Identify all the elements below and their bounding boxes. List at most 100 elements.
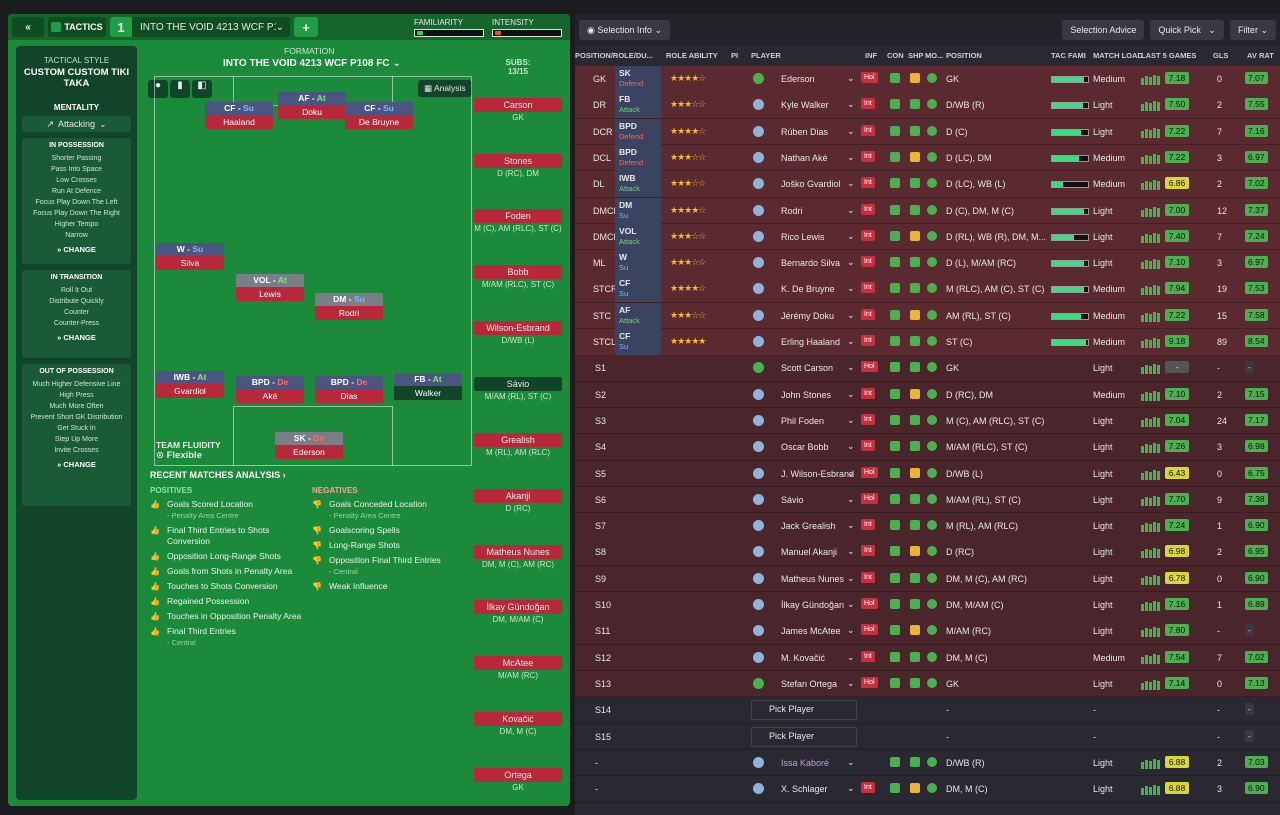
player-name[interactable]: Jérémy Doku bbox=[781, 310, 835, 321]
table-row[interactable]: S9 Matheus Nunes ⌄ Int 6.78 DM, M (C), AM (RC… bbox=[575, 565, 1280, 593]
table-row[interactable]: STCR CF Su ★★★★☆ K. De Bruyne ⌄ Int 7.94 M (RLC)… bbox=[575, 276, 1280, 303]
col-header-position[interactable]: POSITION/ROLE/DU... bbox=[575, 51, 653, 60]
pitch-player-rodri[interactable]: DM - Su Rodri bbox=[315, 293, 383, 320]
chevron-down-icon[interactable]: ⌄ bbox=[847, 414, 855, 425]
col-header-role-ability[interactable]: ROLE ABILITY bbox=[666, 51, 718, 60]
role-selector[interactable]: AF Attack bbox=[615, 302, 661, 329]
mentality-dropdown[interactable]: ↗ Attacking ⌄ bbox=[22, 116, 131, 132]
pitch-player-dias[interactable]: BPD - De Dias bbox=[315, 376, 383, 403]
role-selector[interactable]: DM Su bbox=[615, 197, 661, 224]
sub-player[interactable]: Foden M (C), AM (RLC), ST (C) bbox=[474, 209, 562, 233]
tactic-selector[interactable]: 1 INTO THE VOID 4213 WCF P1... ⌄ bbox=[110, 17, 290, 37]
chevron-down-icon[interactable]: ⌄ bbox=[847, 599, 855, 609]
pitch-player-doku[interactable]: AF - At Doku bbox=[278, 92, 346, 119]
chevron-down-icon[interactable]: ⌄ bbox=[847, 178, 855, 189]
table-row[interactable]: S13 Stefan Ortega ⌄ Hol 7.14 GK Light 0 7.13 bbox=[575, 670, 1280, 698]
chevron-down-icon[interactable]: ⌄ bbox=[847, 677, 855, 688]
table-row[interactable]: S10 İlkay Gündoğan ⌄ Hol 7.16 DM, M/AM (C) Lig… bbox=[575, 592, 1280, 619]
col-header-gls[interactable]: GLS bbox=[1213, 51, 1229, 60]
chevron-down-icon[interactable]: ⌄ bbox=[847, 283, 855, 294]
table-row[interactable]: GK SK Defend ★★★★☆ Ederson ⌄ Hol 7.18 GK Medium 0 7… bbox=[575, 66, 1280, 93]
player-name[interactable]: J. Wilson-Esbrand bbox=[781, 468, 855, 479]
table-row[interactable]: S6 Sávio ⌄ Hol 7.70 M/AM (RL), ST (C) Light 9 7.… bbox=[575, 486, 1280, 514]
pitch-player-debruyne[interactable]: CF - Su De Bruyne bbox=[345, 102, 413, 129]
filter-button[interactable]: Filter ⌄ bbox=[1229, 20, 1276, 40]
chevron-down-icon[interactable]: ⌄ bbox=[847, 257, 855, 268]
table-row[interactable]: S12 M. Kovačić ⌄ Int 7.54 DM, M (C) Medium 7 7.0… bbox=[575, 644, 1280, 672]
player-name[interactable]: Rúben Dias bbox=[781, 126, 829, 137]
player-name[interactable]: Jack Grealish bbox=[781, 521, 836, 532]
selection-info-button[interactable]: ◉ Selection Info ⌄ bbox=[579, 20, 670, 40]
player-name[interactable]: Erling Haaland bbox=[781, 337, 841, 347]
player-name[interactable]: James McAtee bbox=[781, 626, 841, 637]
role-selector[interactable]: FB Attack bbox=[615, 92, 661, 119]
col-header-tac-fami[interactable]: TAC FAMI bbox=[1051, 51, 1086, 60]
table-row[interactable]: DMCL VOL Attack ★★★☆☆ Rico Lewis ⌄ Int 7.40 D (R… bbox=[575, 223, 1280, 251]
tactics-menu[interactable]: TACTICS bbox=[48, 17, 106, 37]
chevron-down-icon[interactable]: ⌄ bbox=[847, 651, 855, 662]
sub-player[interactable]: Kovačić DM, M (C) bbox=[474, 712, 562, 736]
role-selector[interactable]: BPD Defend bbox=[615, 144, 661, 171]
chevron-down-icon[interactable]: ⌄ bbox=[847, 388, 855, 399]
pick-player-dropdown[interactable] bbox=[751, 700, 857, 721]
player-name[interactable]: Stefan Ortega bbox=[781, 678, 838, 689]
player-name[interactable]: Manuel Akanji bbox=[781, 547, 838, 558]
player-name[interactable]: Rico Lewis bbox=[781, 231, 825, 242]
chevron-down-icon[interactable]: ⌄ bbox=[847, 151, 855, 162]
role-selector[interactable]: SK Defend bbox=[615, 66, 661, 92]
role-selector[interactable]: BPD Defend bbox=[615, 118, 661, 145]
table-row[interactable]: S7 Jack Grealish ⌄ Int 7.24 M (RL), AM (RLC) L… bbox=[575, 513, 1280, 540]
table-row[interactable]: STCL CF Su ★★★★★ Erling Haaland ⌄ Int 9.18 ST (C… bbox=[575, 329, 1280, 356]
chevron-down-icon[interactable]: ⌄ bbox=[847, 467, 855, 478]
table-row[interactable]: ML W Su ★★★☆☆ Bernardo Silva ⌄ Int 7.10 D (L), M… bbox=[575, 250, 1280, 277]
chevron-down-icon[interactable]: ⌄ bbox=[847, 336, 855, 346]
player-name[interactable]: Kyle Walker bbox=[781, 100, 829, 111]
chevron-down-icon[interactable]: ⌄ bbox=[847, 546, 855, 557]
selection-advice-button[interactable]: Selection Advice bbox=[1062, 20, 1145, 40]
player-name[interactable]: Nathan Aké bbox=[781, 152, 828, 163]
chevron-down-icon[interactable]: ⌄ bbox=[847, 520, 855, 531]
table-row[interactable]: S3 Phil Foden ⌄ Int 7.04 M (C), AM (RLC), ST … bbox=[575, 407, 1280, 435]
info-icon[interactable]: ● bbox=[148, 80, 168, 98]
analysis-button[interactable]: ▦ Analysis bbox=[418, 80, 472, 97]
sub-player[interactable]: İlkay Gündoğan DM, M/AM (C) bbox=[474, 600, 562, 624]
col-header-pi[interactable]: PI bbox=[731, 51, 739, 60]
col-header-inf[interactable]: INF bbox=[865, 51, 878, 60]
role-selector[interactable]: IWB Attack bbox=[615, 171, 661, 198]
tactical-style-name[interactable]: CUSTOM CUSTOM TIKI TAKA bbox=[23, 67, 130, 89]
chevron-down-icon[interactable]: ⌄ bbox=[847, 309, 855, 320]
table-row[interactable]: - Issa Kaboré ⌄ 6.88 D/WB (R) Light 2 7.03 bbox=[575, 749, 1280, 777]
sub-player[interactable]: Matheus Nunes DM, M (C), AM (RC) bbox=[474, 545, 562, 569]
sub-player[interactable]: Stones D (RC), DM bbox=[474, 154, 562, 178]
player-name[interactable]: Pick Player bbox=[769, 704, 815, 715]
col-header-last-5-games[interactable]: LAST 5 GAMES bbox=[1141, 51, 1197, 60]
sub-player[interactable]: McAtee M/AM (RC) bbox=[474, 656, 562, 680]
formation-name[interactable]: INTO THE VOID 4213 WCF P108 FC ⌄ bbox=[223, 58, 401, 69]
chevron-down-icon[interactable]: ⌄ bbox=[847, 362, 855, 373]
analysis-title[interactable]: RECENT MATCHES ANALYSIS › bbox=[150, 470, 286, 480]
table-row[interactable]: - X. Schlager ⌄ Int 6.88 DM, M (C) Light 3 6.90 bbox=[575, 776, 1280, 803]
sub-player[interactable]: Sávio M/AM (RL), ST (C) bbox=[474, 377, 562, 401]
pitch-player-silva[interactable]: W - Su Silva bbox=[156, 243, 224, 270]
table-row[interactable]: DR FB Attack ★★★☆☆ Kyle Walker ⌄ Int 7.50 D/WB (… bbox=[575, 92, 1280, 119]
col-header-player[interactable]: PLAYER bbox=[751, 51, 781, 60]
player-name[interactable]: Rodri bbox=[781, 205, 803, 216]
player-name[interactable]: K. De Bruyne bbox=[781, 284, 835, 295]
player-name[interactable]: Scott Carson bbox=[781, 363, 834, 374]
role-selector[interactable]: W Su bbox=[615, 250, 661, 277]
table-row[interactable]: S15 Pick Player - - - - bbox=[575, 723, 1280, 750]
sub-player[interactable]: Carson GK bbox=[474, 98, 562, 122]
chevron-down-icon[interactable]: ⌄ bbox=[847, 625, 855, 636]
table-row[interactable]: DCR BPD Defend ★★★★☆ Rúben Dias ⌄ Int 7.22 D (C)… bbox=[575, 118, 1280, 146]
chevron-down-icon[interactable]: ⌄ bbox=[847, 99, 855, 110]
player-name[interactable]: Bernardo Silva bbox=[781, 258, 841, 269]
player-name[interactable]: Ederson bbox=[781, 74, 815, 84]
change-in-transition-button[interactable]: » CHANGE bbox=[57, 333, 96, 342]
sub-player[interactable]: Bobb M/AM (RLC), ST (C) bbox=[474, 265, 562, 289]
chevron-down-icon[interactable]: ⌄ bbox=[847, 783, 855, 794]
player-name[interactable]: John Stones bbox=[781, 389, 832, 400]
col-header-con[interactable]: CON bbox=[887, 51, 904, 60]
change-in-possession-button[interactable]: » CHANGE bbox=[57, 245, 96, 254]
table-row[interactable]: DMCR DM Su ★★★★☆ Rodri ⌄ Int 7.00 D (C), DM, M (… bbox=[575, 197, 1280, 224]
role-selector[interactable]: VOL Attack bbox=[615, 223, 661, 250]
